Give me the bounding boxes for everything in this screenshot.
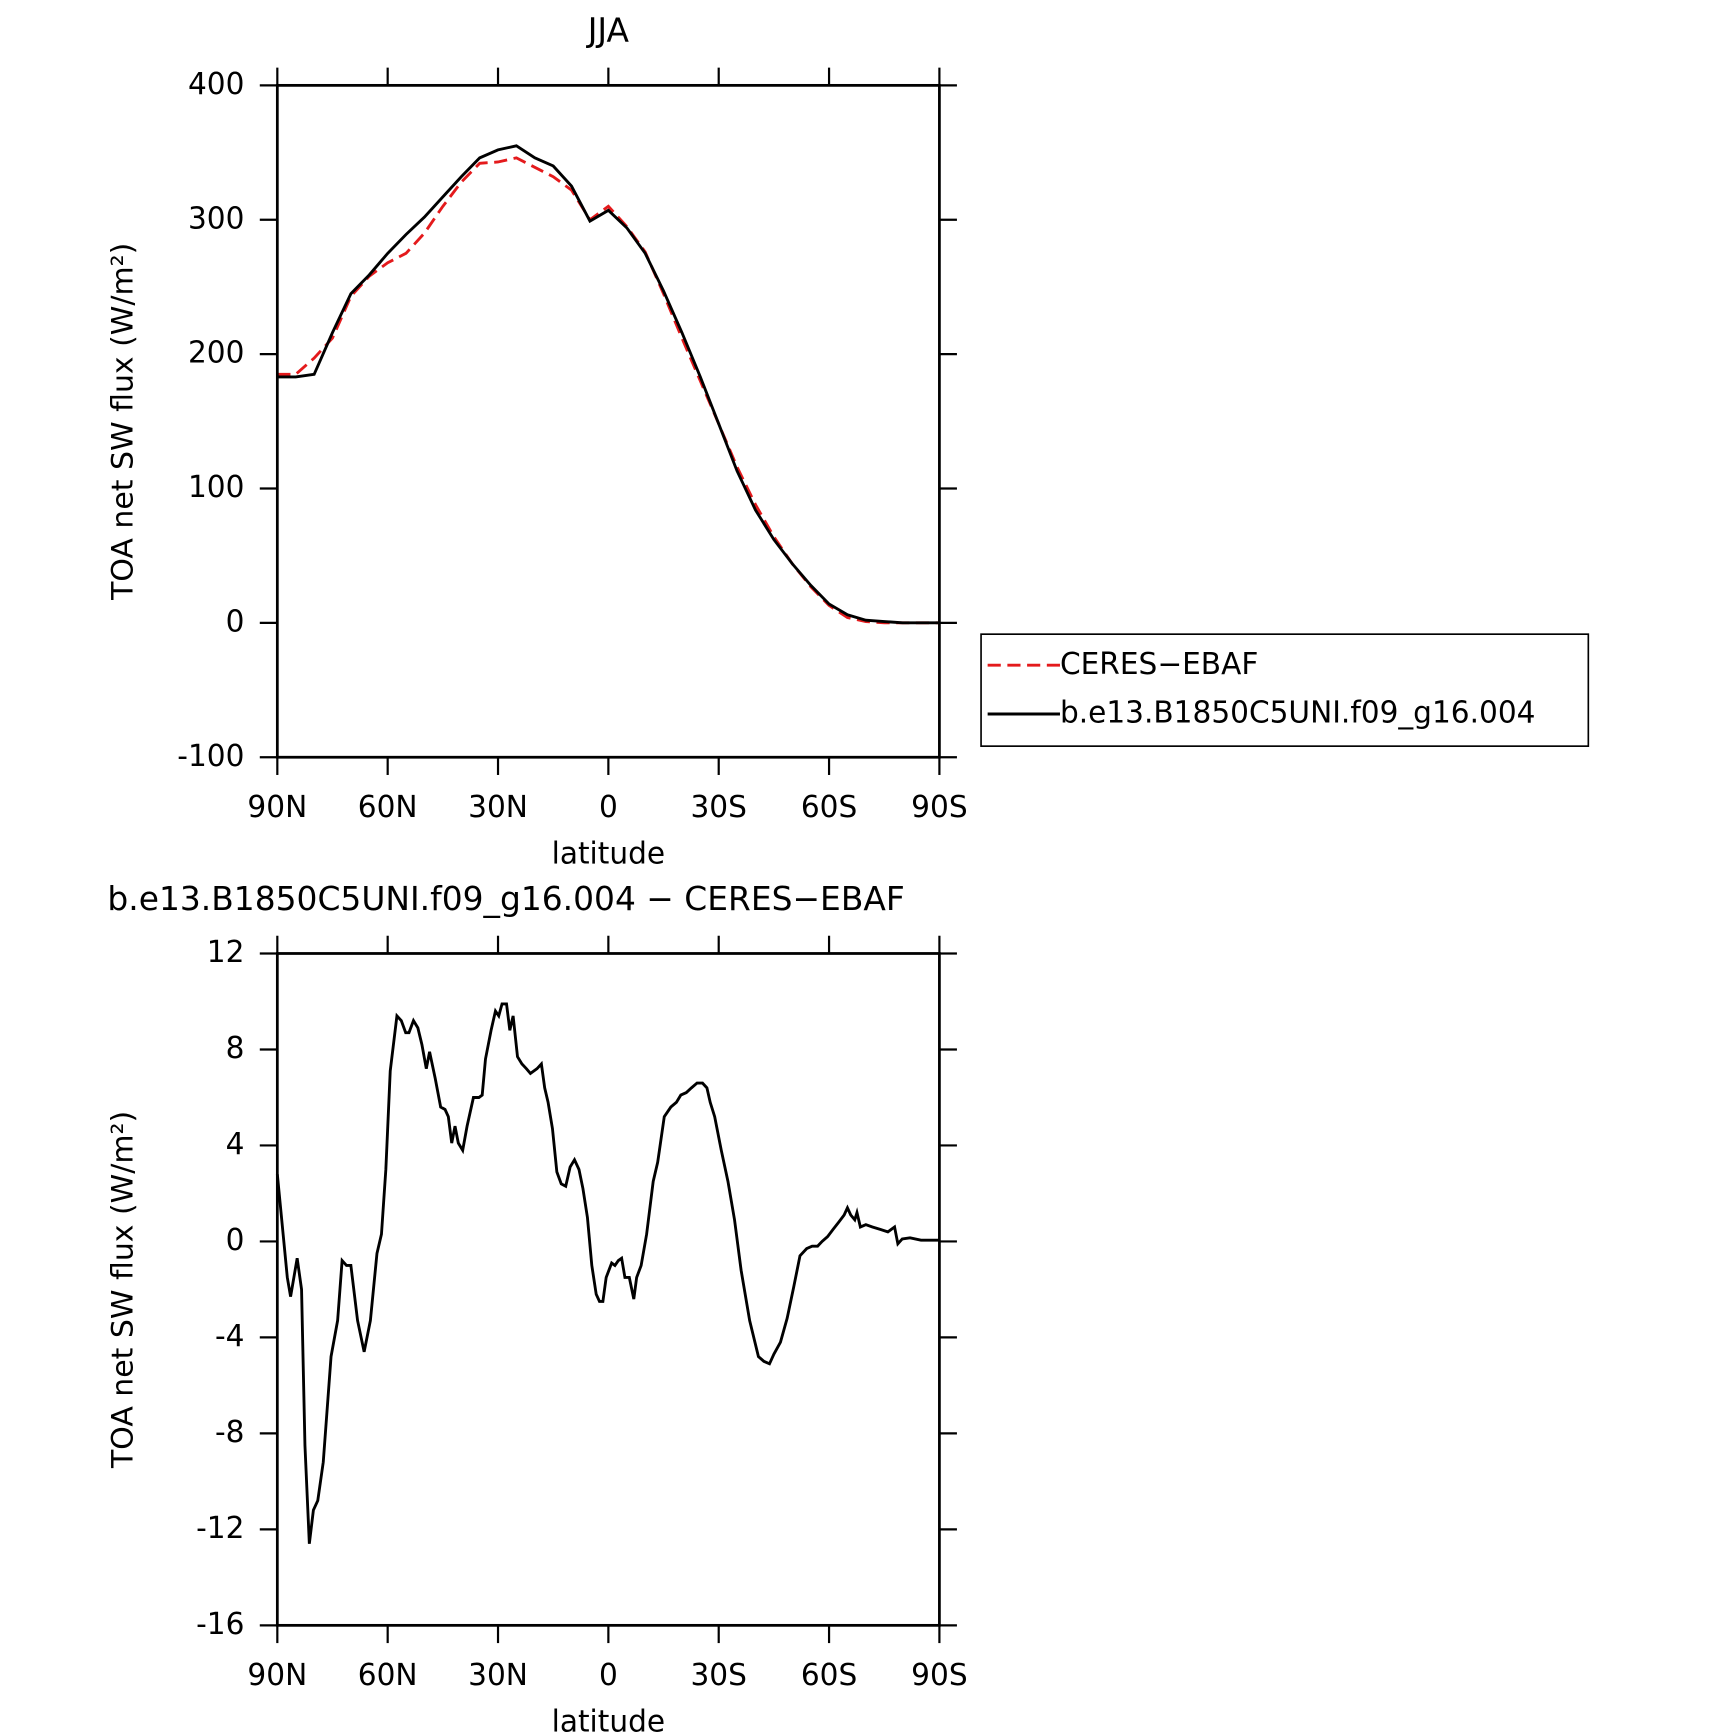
y-tick-label: -12 — [196, 1511, 244, 1546]
legend-label: CERES−EBAF — [1060, 647, 1258, 682]
y-tick-label: 400 — [188, 67, 244, 102]
x-tick-label: 30S — [690, 790, 746, 825]
y-tick-label: 0 — [226, 1223, 245, 1258]
legend-box — [980, 633, 1590, 747]
x-tick-label: 0 — [599, 1658, 618, 1693]
y-tick-label: 8 — [226, 1031, 245, 1066]
x-tick-label: 90S — [911, 1658, 967, 1693]
y-tick-label: 300 — [188, 201, 244, 236]
y-tick-label: -16 — [196, 1607, 244, 1642]
y-axis-label: TOA net SW flux (W/m²) — [105, 1111, 140, 1469]
y-tick-label: -100 — [177, 739, 244, 774]
x-tick-label: 60S — [801, 1658, 857, 1693]
x-tick-label: 90N — [247, 790, 307, 825]
y-tick-label: -8 — [215, 1415, 245, 1450]
y-tick-label: -4 — [215, 1319, 245, 1354]
y-tick-label: 100 — [188, 470, 244, 505]
x-tick-label: 60N — [358, 1658, 418, 1693]
series-line — [277, 144, 940, 625]
x-tick-label: 0 — [599, 790, 618, 825]
series-line — [275, 1002, 940, 1544]
y-axis-label: TOA net SW flux (W/m²) — [105, 243, 140, 601]
x-tick-label: 90N — [247, 1658, 307, 1693]
x-tick-label: 60S — [801, 790, 857, 825]
y-tick-label: 12 — [207, 935, 245, 970]
y-tick-label: 0 — [226, 604, 245, 639]
plot-frame — [275, 952, 941, 1627]
x-axis-label: latitude — [552, 1704, 665, 1734]
plot-frame — [275, 83, 941, 759]
series-line — [277, 156, 940, 625]
x-tick-label: 60N — [358, 790, 418, 825]
x-tick-label: 90S — [911, 790, 967, 825]
legend-label: b.e13.B1850C5UNI.f09_g16.004 — [1060, 695, 1536, 730]
chart-title: JJA — [586, 11, 630, 50]
x-tick-label: 30N — [468, 790, 528, 825]
x-tick-label: 30S — [690, 1658, 746, 1693]
y-tick-label: 4 — [226, 1127, 245, 1162]
x-tick-label: 30N — [468, 1658, 528, 1693]
x-axis-label: latitude — [552, 836, 665, 871]
chart-title: b.e13.B1850C5UNI.f09_g16.004 − CERES−EBA… — [107, 879, 904, 918]
legend: CERES−EBAF b.e13.B1850C5UNI.f09_g16.004 — [980, 633, 1590, 747]
y-tick-label: 200 — [188, 336, 244, 371]
